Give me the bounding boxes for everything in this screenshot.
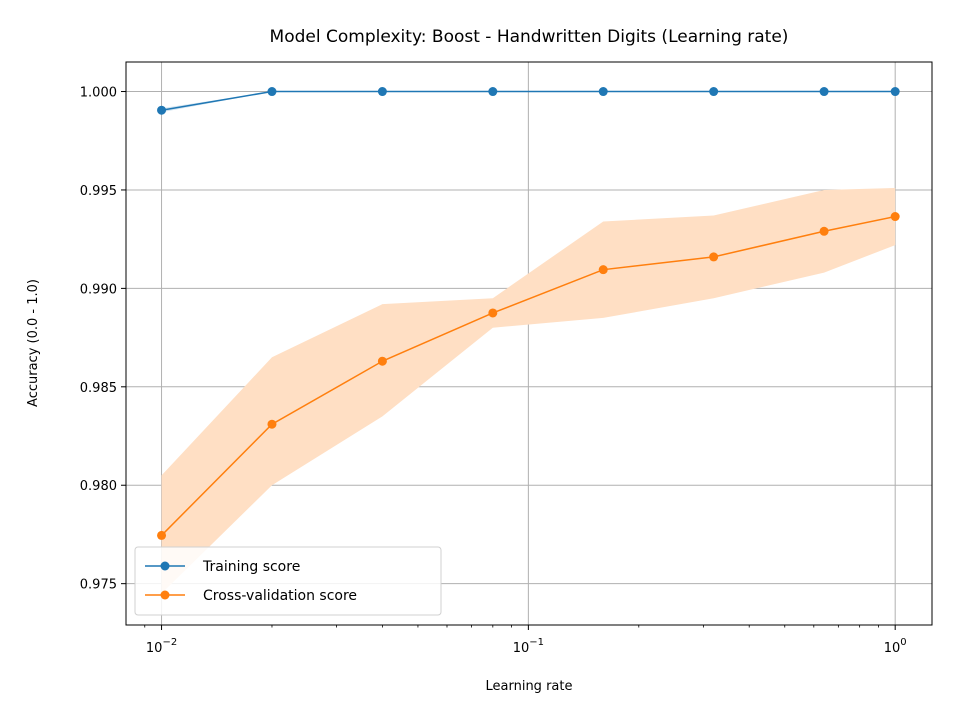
training-point — [267, 87, 277, 97]
x-tick-label: 100 — [884, 637, 907, 656]
cross-validation-point — [377, 356, 387, 366]
training-point — [819, 87, 829, 97]
legend-training-marker — [160, 561, 170, 571]
series-lines — [161, 90, 896, 536]
training-point — [488, 87, 498, 97]
training-point — [377, 87, 387, 97]
chart-title: Model Complexity: Boost - Handwritten Di… — [270, 27, 789, 47]
series-markers — [157, 87, 900, 540]
cross-validation-line — [161, 215, 896, 536]
training-point — [890, 87, 900, 97]
cross-validation-point — [819, 226, 829, 236]
confidence-bands — [161, 91, 896, 594]
cross-validation-point — [709, 252, 719, 262]
cross-validation-confidence-band — [161, 187, 896, 594]
y-tick-label: 0.975 — [80, 578, 117, 593]
cross-validation-point — [488, 308, 498, 318]
axis-ticks: 10−2 10−1 100 0.975 0.980 0.985 0.990 0.995 1.00… — [80, 86, 907, 656]
legend-training-label: Training score — [202, 559, 300, 575]
cross-validation-point — [598, 265, 608, 275]
y-axis-label: Accuracy (0.0 - 1.0) — [26, 279, 41, 407]
y-tick-label: 1.000 — [80, 86, 117, 101]
y-tick-label: 0.990 — [80, 282, 117, 297]
y-tick-label: 0.985 — [80, 381, 117, 396]
legend-box — [134, 546, 442, 616]
cross-validation-point — [267, 419, 277, 429]
training-point — [598, 87, 608, 97]
plot-frame — [125, 61, 933, 626]
y-tick-label: 0.980 — [80, 479, 117, 494]
training-line — [161, 90, 896, 111]
legend-cross-validation-marker — [160, 590, 170, 600]
legend: Training score Cross-validation score — [134, 546, 442, 616]
x-axis-label: Learning rate — [486, 679, 573, 694]
training-point — [157, 105, 167, 115]
training-point — [709, 87, 719, 97]
x-tick-label: 10−2 — [146, 637, 177, 656]
x-tick-label: 10−1 — [513, 637, 544, 656]
cross-validation-point — [157, 530, 167, 540]
y-tick-label: 0.995 — [80, 184, 117, 199]
legend-cross-validation-label: Cross-validation score — [203, 588, 357, 604]
cross-validation-point — [890, 212, 900, 222]
